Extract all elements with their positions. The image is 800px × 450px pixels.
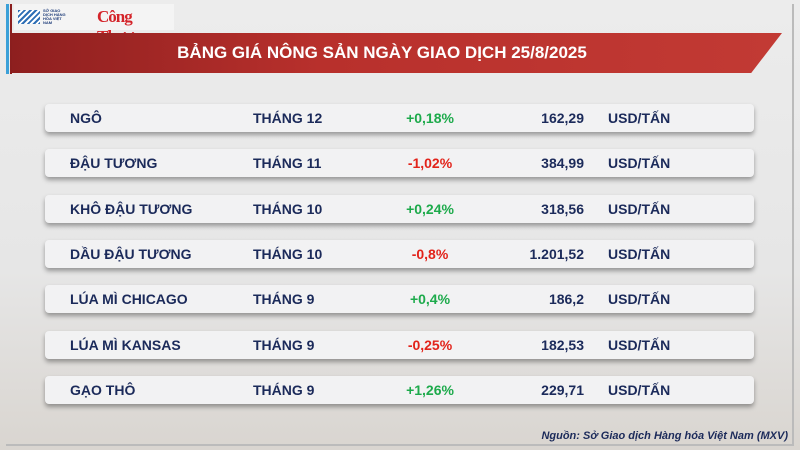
price-unit: USD/TẤN	[608, 155, 671, 172]
price-unit: USD/TẤN	[608, 110, 671, 126]
commodity-name: LÚA MÌ CHICAGO	[70, 291, 188, 308]
mxv-logo-icon	[18, 10, 40, 24]
price-change: +0,4%	[409, 291, 451, 308]
source-note: Nguồn: Sở Giao dịch Hàng hóa Việt Nam (M…	[541, 430, 788, 442]
table-row: NGÔ THÁNG 12 +0,18% 162,29 USD/TẤN	[45, 104, 754, 132]
contract-month: THÁNG 12	[253, 110, 323, 126]
price-value: 186,2	[548, 291, 584, 308]
price-change: -0,8%	[411, 245, 449, 262]
commodity-name: KHÔ ĐẬU TƯƠNG	[70, 200, 193, 217]
price-unit: USD/TẤN	[608, 336, 671, 353]
price-change: -0,25%	[407, 336, 453, 353]
contract-month: THÁNG 9	[253, 381, 315, 398]
contract-month: THÁNG 9	[253, 291, 315, 308]
price-change: +0,24%	[406, 200, 454, 217]
commodity-name: GẠO THÔ	[70, 381, 136, 398]
price-value: 162,29	[541, 110, 584, 126]
table-row: LÚA MÌ CHICAGO THÁNG 9 +0,4% 186,2 USD/TẤN	[45, 285, 754, 314]
commodity-name: ĐẬU TƯƠNG	[70, 155, 158, 172]
contract-month: THÁNG 9	[253, 336, 315, 353]
contract-month: THÁNG 10	[253, 245, 323, 262]
congthuong-logo: Công Thương	[94, 4, 174, 46]
page-title: BẢNG GIÁ NÔNG SẢN NGÀY GIAO DỊCH 25/8/20…	[177, 43, 587, 62]
contract-month: THÁNG 11	[253, 155, 322, 172]
price-change: +0,18%	[406, 110, 454, 126]
table-row: GẠO THÔ THÁNG 9 +1,26% 229,71 USD/TẤN	[45, 375, 754, 404]
price-unit: USD/TẤN	[608, 291, 671, 308]
price-unit: USD/TẤN	[608, 245, 671, 262]
contract-month: THÁNG 10	[253, 200, 323, 217]
price-value: 384,99	[541, 155, 584, 172]
accent-bar	[6, 4, 9, 74]
table-row: ĐẬU TƯƠNG THÁNG 11 -1,02% 384,99 USD/TẤN	[45, 149, 754, 178]
price-value: 229,71	[541, 381, 584, 398]
table-row: LÚA MÌ KANSAS THÁNG 9 -0,25% 182,53 USD/TẤN	[45, 330, 754, 359]
price-change: +1,26%	[406, 381, 454, 398]
commodity-name: LÚA MÌ KANSAS	[70, 336, 181, 353]
price-value: 1.201,52	[529, 245, 585, 262]
price-unit: USD/TẤN	[608, 381, 671, 398]
accent-bar-red	[10, 4, 12, 74]
table-row: KHÔ ĐẬU TƯƠNG THÁNG 10 +0,24% 318,56 USD/TẤN	[45, 194, 754, 223]
mxv-logo-text: SỞ GIAO DỊCH HÀNG HÓA VIỆT NAM	[43, 8, 66, 25]
title-banner	[12, 33, 782, 73]
price-unit: USD/TẤN	[608, 200, 671, 217]
commodity-name: DẦU ĐẬU TƯƠNG	[70, 245, 192, 262]
price-change: -1,02%	[407, 155, 453, 172]
table-row: DẦU ĐẬU TƯƠNG THÁNG 10 -0,8% 1.201,52 USD/TẤ…	[45, 239, 754, 268]
price-value: 182,53	[541, 336, 584, 353]
commodity-name: NGÔ	[70, 110, 102, 126]
price-value: 318,56	[541, 200, 584, 217]
slide-frame	[6, 4, 794, 446]
